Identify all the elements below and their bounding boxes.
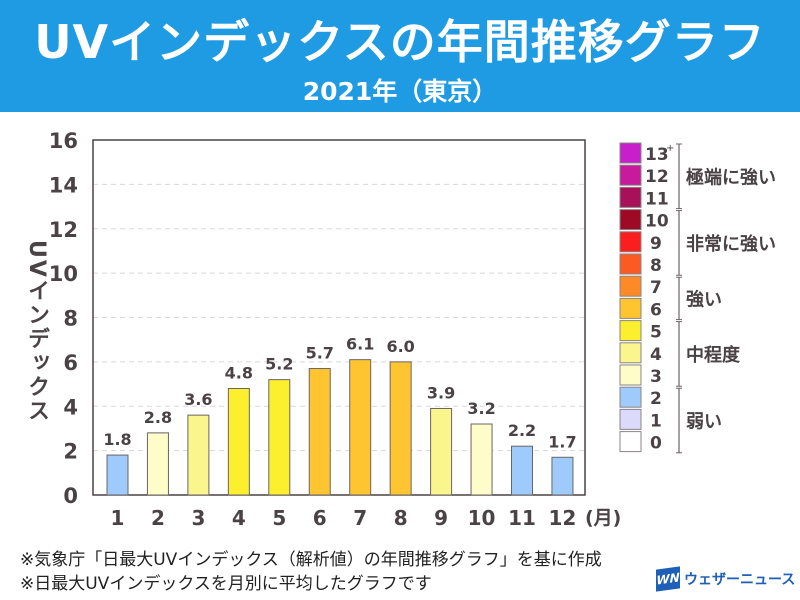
y-tick-label: 16 xyxy=(49,129,78,153)
legend-level-label: 11 xyxy=(645,189,669,209)
x-tick-label: 4 xyxy=(232,506,246,530)
x-tick-label: 8 xyxy=(394,506,408,530)
legend-plus-sign: + xyxy=(666,143,674,154)
header-banner: UVインデックスの年間推移グラフ 2021年（東京） xyxy=(0,0,800,112)
legend-swatch xyxy=(619,209,642,231)
legend-group-label: 非常に強い xyxy=(686,233,776,255)
weathernews-logo: WN ウェザーニュース xyxy=(656,566,796,592)
bar xyxy=(106,454,129,496)
data-label: 5.2 xyxy=(265,355,293,374)
legend-level-label: 7 xyxy=(650,278,662,298)
y-tick-label: 14 xyxy=(49,173,78,197)
legend-swatch xyxy=(619,386,642,408)
bar xyxy=(227,388,250,496)
legend-swatch xyxy=(619,186,642,208)
bar xyxy=(511,445,533,496)
logo-text: ウェザーニュース xyxy=(684,572,796,588)
y-tick-label: 4 xyxy=(63,395,78,419)
logo-mark: WN xyxy=(656,566,680,592)
legend-swatch xyxy=(619,342,642,364)
x-tick-label: 5 xyxy=(272,506,286,530)
legend-level-label: 6 xyxy=(650,300,662,320)
data-label: 2.8 xyxy=(144,408,172,427)
legend-group-label: 弱い xyxy=(686,412,722,433)
bar xyxy=(349,359,372,496)
bar xyxy=(430,407,453,496)
x-tick-label: 9 xyxy=(434,506,448,530)
legend-group-label: 中程度 xyxy=(686,344,741,366)
x-tick-label: 6 xyxy=(313,506,327,530)
bar xyxy=(187,414,210,496)
legend-group-label: 極端に強い xyxy=(686,166,776,188)
x-tick-label: 10 xyxy=(468,506,496,530)
bar xyxy=(389,361,412,496)
data-label: 2.2 xyxy=(508,421,536,440)
x-tick-label: 2 xyxy=(151,506,165,530)
legend-group-label: 強い xyxy=(686,288,722,310)
x-tick-label: 3 xyxy=(191,506,205,530)
footnote-source: ※気象庁「日最大UVインデックス（解析値）の年間推移グラフ」を基に作成 xyxy=(20,550,602,570)
y-tick-label: 8 xyxy=(63,307,78,331)
legend-swatch xyxy=(619,364,642,386)
bar xyxy=(146,432,169,496)
bar-chart: 02468101214161.812.823.634.845.255.766.1… xyxy=(49,129,776,530)
legend-swatch xyxy=(619,164,642,186)
legend-level-label: 2 xyxy=(650,389,662,409)
data-label: 6.0 xyxy=(386,337,414,356)
data-label: 1.7 xyxy=(548,432,576,451)
y-tick-label: 10 xyxy=(49,262,78,286)
bar xyxy=(470,423,493,496)
plot-frame xyxy=(92,139,586,496)
legend-swatch xyxy=(619,253,642,275)
data-label: 6.1 xyxy=(346,335,374,354)
y-axis-label: UVインデックス xyxy=(24,240,49,423)
legend-level-label: 0 xyxy=(650,434,662,454)
legend-level-label: 13 xyxy=(645,145,669,165)
footnote-method: ※日最大UVインデックスを月別に平均したグラフです xyxy=(20,574,432,594)
legend-level-label: 9 xyxy=(650,234,662,254)
data-label: 3.2 xyxy=(467,399,495,418)
x-tick-label: 1 xyxy=(111,506,125,530)
legend-level-label: 8 xyxy=(650,256,662,276)
legend-level-label: 12 xyxy=(645,167,669,187)
legend-level-label: 1 xyxy=(650,411,662,431)
y-tick-label: 2 xyxy=(63,440,78,464)
data-label: 3.6 xyxy=(184,390,212,409)
y-tick-label: 6 xyxy=(63,351,78,375)
legend-swatch xyxy=(619,408,642,430)
legend-level-label: 5 xyxy=(650,323,662,343)
legend-level-label: 10 xyxy=(645,212,669,232)
bar xyxy=(551,456,574,496)
legend-swatch xyxy=(619,142,642,164)
legend-level-label: 3 xyxy=(650,367,662,387)
chart-title: UVインデックスの年間推移グラフ xyxy=(34,15,766,69)
x-tick-label: 11 xyxy=(508,506,536,530)
legend-level-label: 4 xyxy=(650,345,662,365)
bar xyxy=(308,368,331,496)
legend-swatch xyxy=(619,275,642,297)
data-label: 1.8 xyxy=(103,430,131,449)
legend-swatch xyxy=(619,231,642,253)
bar xyxy=(268,379,291,496)
y-tick-label: 12 xyxy=(49,218,78,242)
data-label: 3.9 xyxy=(427,383,455,402)
x-tick-label: 7 xyxy=(353,506,367,530)
x-tick-label: 12 xyxy=(549,506,577,530)
x-axis-unit: (月) xyxy=(585,507,621,529)
legend-swatch xyxy=(619,297,642,319)
data-label: 5.7 xyxy=(306,344,334,363)
y-tick-label: 0 xyxy=(63,484,78,508)
legend-swatch xyxy=(619,320,642,342)
chart-subtitle: 2021年（東京） xyxy=(302,77,498,106)
legend-swatch xyxy=(619,431,642,453)
data-label: 4.8 xyxy=(225,364,253,383)
